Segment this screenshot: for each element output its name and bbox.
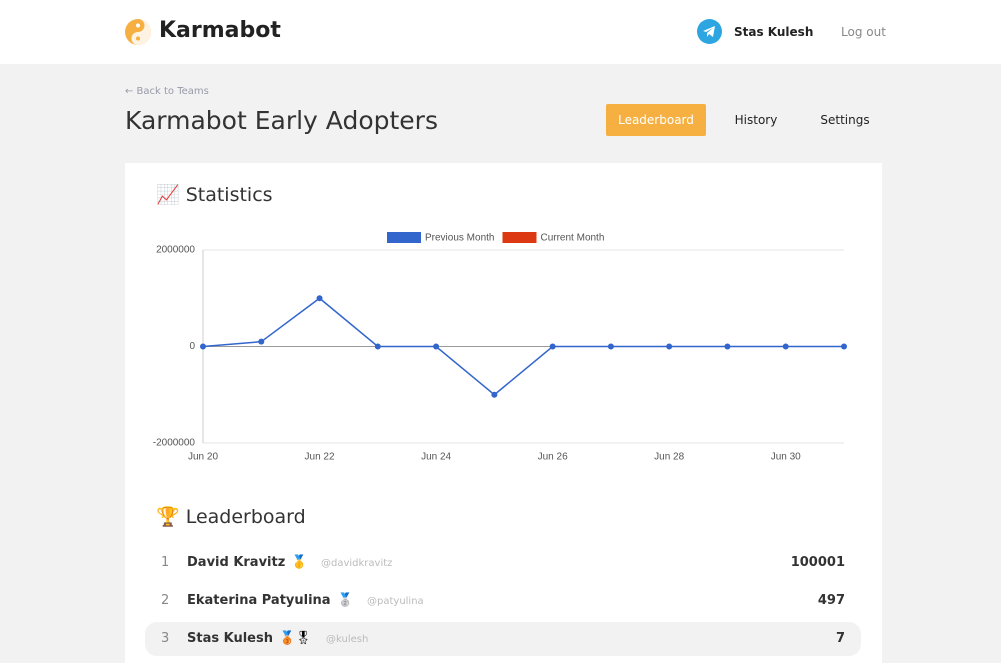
badge: 🥇 [291,555,308,570]
brand[interactable]: Karmabot [159,18,281,43]
handle: @davidkravitz [321,558,393,569]
badge: 🥈 [337,593,354,608]
legend-label: Previous Month [425,233,494,244]
member-name: Stas Kulesh [187,631,273,646]
y-tick-label: -2000000 [153,438,196,449]
point [316,295,323,302]
point [782,343,789,350]
handle: @kulesh [326,634,369,645]
section-title: 🏆 Leaderboard [156,506,306,528]
tab[interactable]: History [734,113,778,127]
legend-label: Current Month [540,233,604,244]
point [258,338,265,345]
karma: 7 [835,631,845,646]
y-tick-label: 0 [189,341,195,352]
x-tick-label: Jun 28 [654,452,684,463]
section-title: 📈 Statistics [156,184,273,206]
point [607,343,614,350]
team-title: Karmabot Early Adopters [125,106,438,135]
member-name: David Kravitz [187,555,286,570]
point [200,343,206,350]
point [549,343,556,350]
leaderboard-row[interactable]: 2 Ekaterina Patyulina 🥈 @patyulina 497 [145,584,861,618]
leaderboard-row[interactable]: 3 Stas Kulesh 🥉🎖 @kulesh 7 [145,622,861,656]
y-tick-label: 2000000 [156,245,195,256]
x-tick-label: Jun 22 [305,452,335,463]
line [202,297,844,396]
point [841,343,847,350]
header [0,0,1001,64]
karma: 100001 [790,555,845,570]
point [491,391,498,398]
rank: 3 [161,631,170,646]
rank: 1 [161,555,170,570]
x-tick-label: Jun 20 [188,452,218,463]
leaderboard-row[interactable]: 1 David Kravitz 🥇 @davidkravitz 100001 [145,546,861,580]
badge: 🥉🎖 [279,631,312,646]
point [724,343,731,350]
logout-link[interactable]: Log out [841,25,886,39]
point [666,343,673,350]
telegram-icon [697,19,722,44]
tab[interactable]: Settings [820,113,870,127]
tab[interactable]: Leaderboard [606,104,706,136]
member-name: Ekaterina Patyulina [187,593,331,608]
card [125,163,882,663]
point [374,343,381,350]
logo [125,19,151,45]
x-tick-label: Jun 24 [421,452,451,463]
back-link[interactable]: ← Back to Teams [125,86,209,97]
chart: -2000000 0 2000000 Jun 20 Jun 22 Jun 24 Jun 26… [153,232,847,463]
karma: 497 [817,593,845,608]
point [433,343,440,350]
legend-swatch [387,232,421,243]
handle: @patyulina [367,596,424,607]
legend-swatch [502,232,537,243]
x-tick-label: Jun 30 [771,452,801,463]
x-tick-label: Jun 26 [538,452,568,463]
user-name[interactable]: Stas Kulesh [734,25,814,39]
rank: 2 [161,593,170,608]
